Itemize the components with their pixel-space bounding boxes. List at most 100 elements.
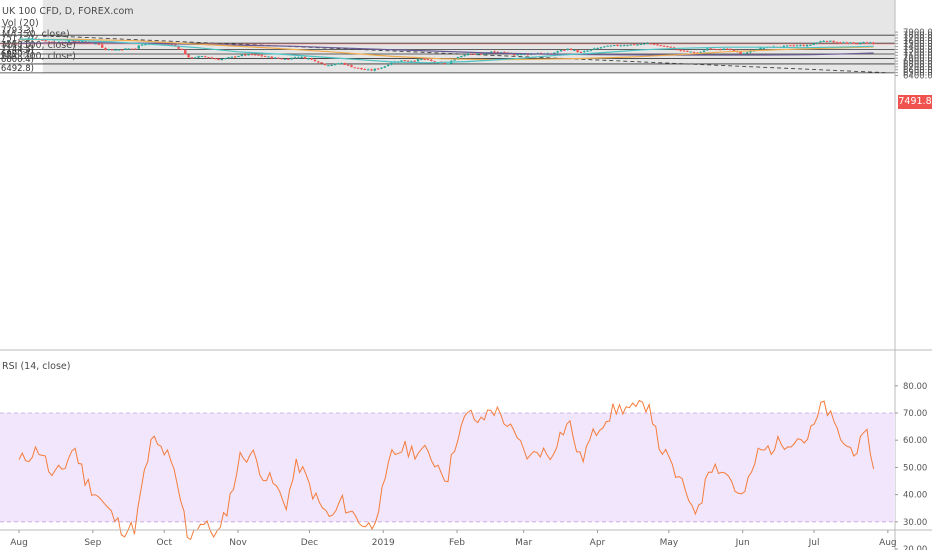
- candle-body: [453, 59, 456, 61]
- indicator-ma50[interactable]: MA (50, close): [2, 29, 70, 40]
- candle-body: [862, 42, 865, 44]
- candle-body: [822, 40, 825, 42]
- candle-body: [416, 59, 420, 62]
- candle-body: [110, 49, 114, 51]
- candle-body: [586, 50, 589, 52]
- candle-body: [130, 48, 134, 50]
- candle-body: [74, 41, 77, 43]
- candle-body: [320, 62, 323, 64]
- price-tick-label: 7100.0: [903, 51, 932, 61]
- time-tick-label: Sep: [84, 538, 101, 548]
- candle-body: [360, 67, 363, 70]
- candle-body: [785, 45, 789, 47]
- candle-body: [589, 49, 593, 51]
- candle-body: [759, 47, 762, 50]
- time-tick-label: Apr: [590, 538, 606, 548]
- candle-body: [423, 58, 426, 60]
- candle-body: [656, 44, 659, 46]
- candle-body: [616, 44, 619, 46]
- candle-body: [237, 56, 240, 58]
- candle-body: [227, 57, 230, 59]
- fib-label: 0.786(7517.2): [0, 34, 34, 44]
- rsi-tick-label: 50.00: [903, 463, 927, 473]
- fib-label: 0.618(7298.3): [0, 41, 34, 51]
- price-tick-label: 7000.0: [903, 54, 932, 64]
- candle-body: [819, 41, 822, 43]
- indicator-ma200[interactable]: MA (200, close): [2, 51, 76, 62]
- candle-body: [869, 42, 872, 44]
- candle-body: [573, 49, 576, 51]
- candle-body: [81, 40, 84, 42]
- time-tick-label: Mar: [515, 538, 532, 548]
- candle-body: [233, 56, 237, 58]
- candle-body: [463, 55, 466, 57]
- candle-body: [410, 60, 413, 62]
- candle-body: [223, 58, 227, 60]
- candle-body: [383, 66, 386, 68]
- candle-body: [370, 69, 373, 71]
- candle-body: [257, 54, 260, 56]
- candle-body: [496, 51, 500, 53]
- candle-body: [140, 44, 144, 46]
- candle-body: [347, 64, 350, 66]
- candle-body: [187, 54, 190, 58]
- candle-body: [789, 45, 792, 47]
- candle-body: [476, 53, 480, 55]
- candle-body: [716, 49, 719, 51]
- rsi-tick-label: 30.00: [903, 518, 927, 528]
- candle-body: [303, 56, 307, 59]
- candle-body: [426, 59, 430, 61]
- indicator-volume[interactable]: Vol (20): [2, 18, 39, 29]
- price-tick-label: 6700.0: [903, 63, 932, 73]
- candle-body: [599, 47, 603, 49]
- candle-body: [559, 50, 563, 52]
- candle-body: [835, 42, 839, 44]
- candle-body: [41, 39, 44, 41]
- candle-body: [433, 61, 436, 63]
- candle-body: [865, 42, 869, 44]
- candle-body: [579, 51, 583, 53]
- candle-body: [812, 43, 815, 45]
- candle-body: [566, 48, 569, 50]
- candle-body: [137, 45, 140, 49]
- candle-body: [180, 48, 184, 50]
- candle-body: [94, 43, 97, 45]
- candle-body: [692, 51, 696, 53]
- candle-body: [523, 53, 526, 55]
- candle-body: [576, 50, 579, 53]
- rsi-title[interactable]: RSI (14, close): [2, 361, 71, 372]
- candle-body: [120, 49, 124, 51]
- candle-body: [606, 45, 609, 47]
- rsi-tick-label: 70.00: [903, 409, 927, 419]
- candle-body: [353, 67, 357, 69]
- candle-body: [230, 56, 234, 58]
- price-tick-label: 7800.0: [903, 31, 932, 41]
- candle-body: [330, 65, 333, 67]
- indicator-ma100[interactable]: MA (100, close): [2, 40, 76, 51]
- candle-body: [277, 57, 280, 59]
- price-tick-label: 7400.0: [903, 43, 932, 53]
- candle-body: [300, 56, 303, 58]
- candle-body: [712, 48, 716, 50]
- candle-body: [200, 56, 204, 58]
- candle-body: [177, 46, 180, 49]
- rsi-tick-label: 80.00: [903, 382, 927, 392]
- candle-body: [553, 52, 556, 54]
- candle-body: [310, 58, 313, 60]
- candle-body: [217, 58, 220, 61]
- candle-body: [632, 44, 636, 46]
- candle-body: [609, 45, 613, 47]
- candle-body: [170, 44, 174, 46]
- candle-body: [726, 48, 729, 50]
- candle-body: [742, 53, 746, 55]
- candle-body: [669, 46, 672, 48]
- candle-body: [443, 62, 446, 64]
- price-tick-label: 7600.0: [903, 37, 932, 47]
- candle-body: [749, 51, 752, 53]
- candle-body: [373, 68, 377, 71]
- candle-body: [729, 48, 732, 50]
- candle-body: [197, 56, 200, 58]
- price-tick-label: 6800.0: [903, 60, 932, 70]
- candle-body: [100, 44, 104, 48]
